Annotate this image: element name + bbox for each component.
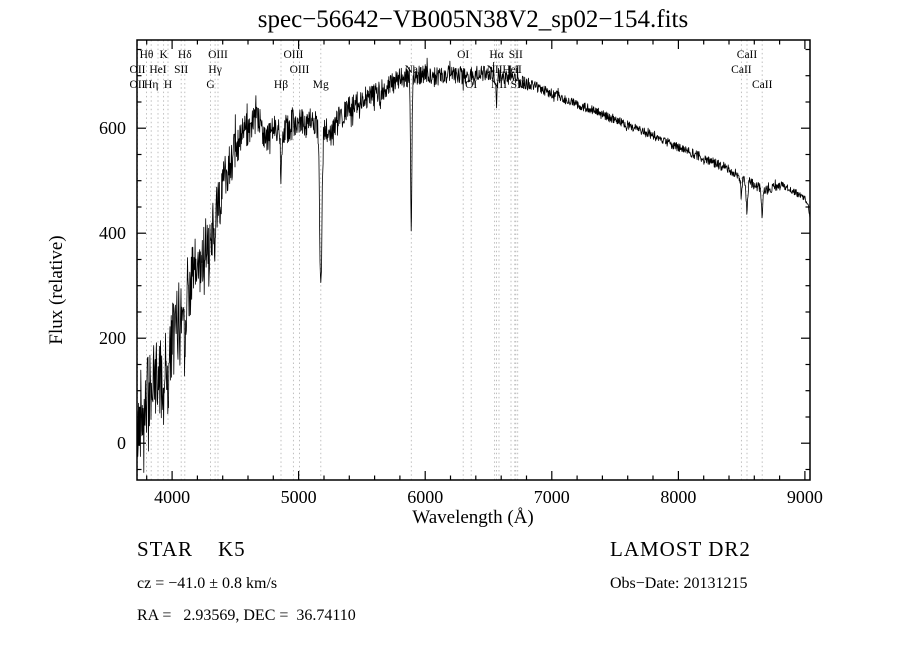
- line-label: H: [164, 79, 172, 91]
- ra-dec-value: RA = 2.93569, DEC = 36.74110: [137, 607, 356, 624]
- y-tick-label: 200: [99, 328, 126, 348]
- line-label: Hθ: [140, 49, 154, 61]
- line-label: OIII: [208, 49, 228, 61]
- line-label: OIII: [284, 49, 304, 61]
- line-label: SII: [174, 64, 188, 76]
- line-label: OIII: [290, 64, 310, 76]
- spectral-line-markers: [137, 40, 763, 480]
- x-tick-label: 6000: [407, 487, 443, 507]
- line-label: SII: [509, 49, 523, 61]
- cz-value: cz = −41.0 ± 0.8 km/s: [137, 575, 278, 592]
- x-tick-label: 4000: [154, 487, 190, 507]
- y-tick-labels: 0 200 400 600: [99, 118, 126, 453]
- line-label: Hα: [489, 49, 503, 61]
- spectrum-line: [136, 57, 811, 473]
- x-tick-labels: 4000 5000 6000 7000 8000 9000: [154, 487, 823, 507]
- line-label: Hδ: [178, 49, 192, 61]
- line-label: K: [159, 49, 168, 61]
- line-label: SII: [511, 79, 525, 91]
- x-tick-label: 5000: [281, 487, 317, 507]
- x-tick-label: 7000: [534, 487, 570, 507]
- line-label: OI: [457, 49, 469, 61]
- y-tick-label: 600: [99, 118, 126, 138]
- y-tick-label: 0: [117, 433, 126, 453]
- line-label: HeI: [149, 64, 166, 76]
- tick-marks: [137, 40, 810, 480]
- line-label: CaII: [752, 79, 773, 91]
- obs-date: Obs−Date: 20131215: [610, 575, 748, 592]
- line-label: Mg: [313, 79, 329, 91]
- classification-label: STAR K5: [137, 537, 246, 561]
- line-label: Hη: [144, 79, 158, 91]
- line-label: Hγ: [208, 64, 221, 76]
- chart-title: spec−56642−VB005N38V2_sp02−154.fits: [258, 6, 688, 33]
- y-axis-label: Flux (relative): [46, 235, 67, 344]
- line-label: CaII: [731, 64, 752, 76]
- y-tick-label: 400: [99, 223, 126, 243]
- line-label: CaII: [737, 49, 758, 61]
- x-tick-label: 8000: [660, 487, 696, 507]
- line-label: G: [206, 79, 214, 91]
- x-tick-label: 9000: [787, 487, 823, 507]
- survey-label: LAMOST DR2: [610, 537, 751, 561]
- line-label: Hβ: [274, 79, 288, 91]
- x-axis-label: Wavelength (Å): [412, 507, 533, 528]
- axes-box: [136, 39, 811, 481]
